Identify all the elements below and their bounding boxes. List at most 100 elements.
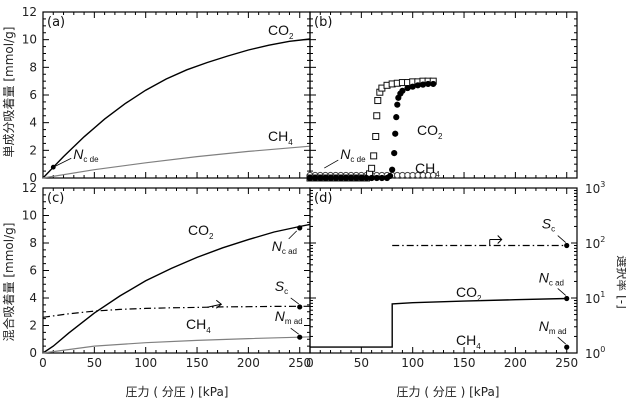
data-point-ch4	[391, 150, 398, 157]
point-marker	[50, 164, 56, 170]
data-point-ch4	[378, 174, 385, 182]
x-tick-label: 100	[134, 356, 157, 370]
annotation-label: Nc ad	[272, 238, 297, 256]
x-tick-label: 50	[87, 356, 102, 370]
y-tick-label: 2	[29, 319, 37, 333]
series-ch4-line	[42, 145, 311, 179]
co2-label: CO2	[268, 22, 294, 41]
ch4-label: CH4	[186, 316, 211, 335]
point-marker	[564, 344, 570, 350]
y-tick-label: 6	[29, 264, 37, 278]
x-tick-label: 200	[237, 356, 260, 370]
arrow-head	[215, 299, 223, 309]
annotation-label: Sc	[542, 216, 555, 234]
data-point-ch4	[353, 174, 360, 182]
data-point-ch4	[312, 174, 319, 182]
y-axis-label-right: 選択率 [-]	[615, 255, 626, 309]
y-tick-label: 8	[29, 60, 37, 74]
annotation-label: Sc	[275, 278, 288, 296]
x-tick-label: 50	[354, 356, 369, 370]
data-point-ch4	[306, 174, 314, 182]
x-tick-label: 250	[288, 356, 311, 370]
data-point-ch4	[430, 80, 437, 88]
data-point-co2	[370, 152, 378, 160]
ch4-label: CH4	[456, 332, 481, 351]
leader-line	[557, 235, 566, 243]
ch4-label: CH4	[268, 128, 293, 147]
leader-line	[55, 157, 72, 167]
x-tick-label: 200	[504, 356, 527, 370]
x-tick-label: 150	[453, 356, 476, 370]
x-axis-label-left: 圧力 ( 分圧 ) [kPa]	[126, 385, 229, 399]
data-point-ch4	[389, 166, 396, 173]
data-point-co2	[373, 112, 381, 120]
data-point-ch4	[373, 174, 380, 182]
y-tick-label: 12	[22, 5, 37, 19]
y-tick-label: 0	[29, 171, 37, 185]
data-point-ch4	[368, 174, 375, 182]
series-co2-line	[42, 223, 311, 354]
leader-line	[288, 230, 298, 240]
panel-label: (b)	[314, 15, 332, 30]
y-tick-label: 4	[29, 291, 37, 305]
data-point-ch4	[363, 174, 370, 182]
co2-label: CO2	[417, 122, 443, 141]
y-tick-label: 0	[29, 346, 37, 360]
point-marker	[297, 225, 303, 231]
data-point-ch4	[347, 174, 355, 182]
point-marker	[564, 242, 570, 249]
data-point-ch4	[404, 84, 411, 92]
data-point-ch4	[394, 101, 401, 108]
panel-label: (d)	[314, 191, 332, 206]
y-tick-label: 8	[29, 236, 37, 250]
data-point-ch4	[419, 81, 427, 88]
data-point-co2	[374, 97, 382, 105]
leader-line	[290, 297, 299, 305]
y-tick-label: 4	[29, 116, 37, 130]
leader-line	[324, 159, 339, 169]
y-tick-label-right: 103	[585, 180, 605, 196]
point-marker	[297, 334, 303, 340]
arrow-head	[497, 235, 503, 244]
data-point-ch4	[409, 83, 416, 90]
annotation-label: Nc ad	[539, 269, 564, 287]
y-tick-label-right: 100	[585, 345, 605, 361]
arrow-shaft	[207, 303, 222, 308]
data-point-ch4	[393, 114, 400, 121]
x-tick-label: 250	[555, 356, 578, 370]
leader-line	[557, 336, 566, 345]
data-point-ch4	[332, 174, 339, 182]
data-point-ch4	[327, 174, 334, 182]
co2-label: CO2	[188, 222, 214, 241]
x-tick-label: 150	[186, 356, 209, 370]
data-point-ch4	[399, 87, 406, 94]
data-point-ch4	[337, 174, 344, 182]
data-point-ch4	[342, 174, 350, 182]
panel-d-frame	[309, 187, 578, 354]
y-tick-label: 2	[29, 143, 37, 157]
data-point-ch4	[392, 130, 399, 137]
data-point-ch4	[358, 174, 365, 182]
y-tick-label: 10	[22, 209, 37, 223]
annotation-label: Nm ad	[539, 318, 567, 336]
series-sc-line	[42, 305, 310, 318]
data-point-ch4	[317, 174, 324, 182]
data-point-ch4	[414, 82, 421, 89]
y-tick-label: 6	[29, 88, 37, 102]
y-axis-label-top: 単成分吸着量 [mmol/g]	[1, 27, 16, 158]
y-axis-label-bottom: 混合吸着量 [mmol/g]	[1, 223, 16, 342]
x-axis-label-right: 圧力 ( 分圧 ) [kPa]	[397, 385, 500, 399]
panel-c-frame	[42, 187, 311, 354]
annotation-label: Nc de	[73, 146, 99, 164]
panels-layer: 0 2 4 6 8 10 12 Nc de CO2 CH4 (a) CO2 CH4 Nc de (b) 0 50…	[22, 5, 606, 370]
leader-line	[557, 288, 566, 296]
annotation-label: Nc de	[340, 146, 366, 164]
annotation-label: Nm ad	[275, 308, 303, 326]
co2-label: CO2	[456, 284, 482, 303]
data-point-co2	[368, 164, 376, 172]
y-tick-label-right: 102	[585, 235, 605, 251]
y-tick-label: 10	[22, 33, 37, 47]
ch4-label: CH4	[415, 160, 440, 179]
panel-label: (a)	[47, 15, 65, 30]
data-point-ch4	[322, 174, 329, 182]
